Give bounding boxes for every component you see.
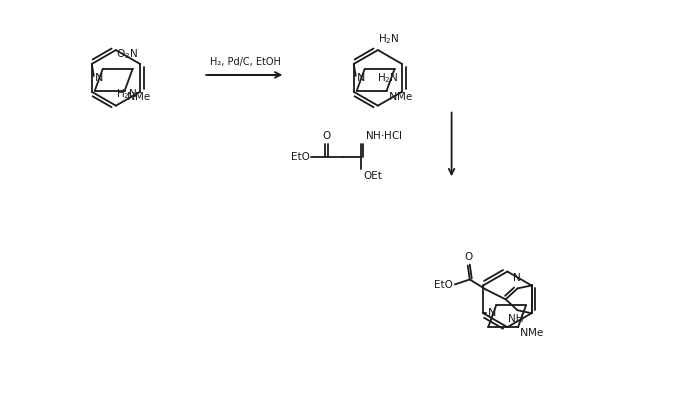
Text: Me: Me [396, 92, 412, 102]
Text: N: N [513, 274, 521, 283]
Text: N: N [357, 73, 365, 83]
Text: N: N [389, 92, 397, 102]
Text: N: N [488, 308, 496, 318]
Text: H$_2$N: H$_2$N [116, 87, 137, 101]
Text: H₂, Pd/C, EtOH: H₂, Pd/C, EtOH [210, 57, 281, 67]
Text: O: O [465, 252, 473, 262]
Text: H$_2$N: H$_2$N [378, 32, 399, 46]
Text: H$_2$N: H$_2$N [378, 71, 399, 85]
Text: OEt: OEt [363, 171, 382, 181]
Text: O: O [322, 131, 331, 141]
Text: N: N [126, 92, 135, 102]
Text: Me: Me [528, 328, 543, 338]
Text: NH: NH [508, 314, 524, 324]
Text: EtO: EtO [291, 152, 310, 162]
Text: EtO: EtO [434, 280, 453, 291]
Text: N: N [95, 73, 103, 83]
Text: NH$\cdot$HCl: NH$\cdot$HCl [365, 129, 403, 141]
Text: Me: Me [135, 92, 150, 102]
Text: O$_2$N: O$_2$N [116, 47, 138, 61]
Text: N: N [520, 328, 528, 338]
